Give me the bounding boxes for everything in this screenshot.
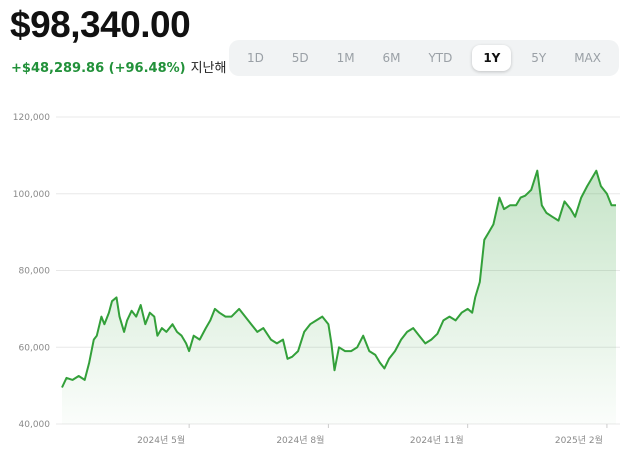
x-tick-label: 2024년 11월 [410, 434, 464, 446]
y-tick-label: 60,000 [19, 343, 51, 353]
range-button-5d[interactable]: 5D [291, 51, 309, 65]
price-change-period: 지난해 [190, 61, 227, 76]
y-tick-label: 100,000 [13, 190, 50, 200]
range-button-ytd[interactable]: YTD [428, 51, 453, 65]
range-button-max[interactable]: MAX [574, 51, 601, 65]
range-button-1d[interactable]: 1D [246, 51, 264, 65]
range-button-1m[interactable]: 1M [336, 51, 355, 65]
y-tick-label: 120,000 [13, 113, 50, 123]
time-range-selector: 1D 5D 1M 6M YTD 1Y 5Y MAX [229, 40, 619, 76]
y-tick-label: 40,000 [19, 420, 51, 430]
range-button-1y[interactable]: 1Y [472, 45, 512, 71]
x-tick-label: 2024년 8월 [276, 434, 324, 446]
range-button-5y[interactable]: 5Y [531, 51, 547, 65]
current-price: $98,340.00 [10, 4, 191, 45]
price-change-value: +$48,289.86 (+96.48%) [11, 61, 186, 76]
price-area-fill [62, 170, 616, 424]
price-change: +$48,289.86 (+96.48%) 지난해 [11, 57, 226, 76]
x-tick-label: 2025년 2월 [555, 434, 603, 446]
range-button-6m[interactable]: 6M [382, 51, 401, 65]
x-tick-label: 2024년 5월 [137, 434, 185, 446]
price-line [61, 169, 616, 388]
y-tick-label: 80,000 [19, 267, 51, 277]
